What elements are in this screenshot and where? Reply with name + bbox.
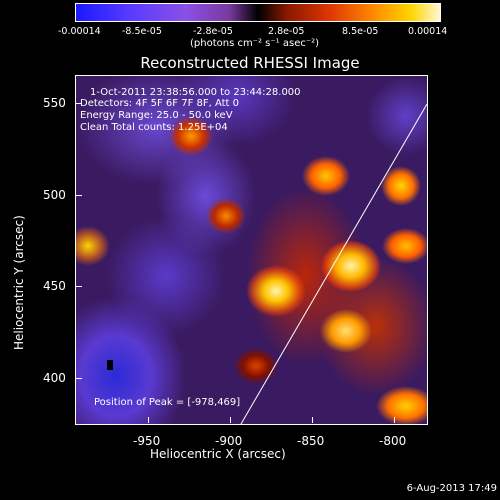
time-range-text: 1-Oct-2011 23:38:56.000 to 23:44:28.000 xyxy=(90,87,301,98)
colorbar-tick: -2.8e-05 xyxy=(193,26,233,37)
x-tick-label: -850 xyxy=(297,434,325,448)
x-axis-label: Heliocentric X (arcsec) xyxy=(150,447,286,461)
colorbar-tick: 8.5e-05 xyxy=(342,26,379,37)
y-tick-mark xyxy=(76,195,82,196)
x-tick-label: -800 xyxy=(379,434,407,448)
peak-position-text: Position of Peak = [-978,469] xyxy=(94,397,241,408)
x-tick-label: -900 xyxy=(215,434,243,448)
y-tick-mark xyxy=(76,103,82,104)
dark-pixel xyxy=(107,360,113,370)
solar-limb-line xyxy=(240,103,427,424)
colorbar-tick: 0.00014 xyxy=(408,26,448,37)
image-title: Reconstructed RHESSI Image xyxy=(140,54,360,72)
y-tick-mark xyxy=(76,286,82,287)
colorbar-units: (photons cm⁻² s⁻¹ asec⁻²) xyxy=(190,38,320,49)
x-tick-mark xyxy=(394,417,395,423)
y-tick-label: 400 xyxy=(43,371,66,385)
x-tick-label: -950 xyxy=(133,434,161,448)
y-tick-label: 450 xyxy=(43,279,66,293)
colorbar-tick: -8.5e-05 xyxy=(122,26,162,37)
y-tick-mark xyxy=(76,378,82,379)
y-tick-label: 550 xyxy=(43,96,66,110)
colorbar-tick: 2.8e-05 xyxy=(268,26,305,37)
energy-range-text: Energy Range: 25.0 - 50.0 keV xyxy=(80,110,233,121)
x-tick-mark xyxy=(312,417,313,423)
y-axis-label: Heliocentric Y (arcsec) xyxy=(12,215,26,350)
x-tick-mark xyxy=(148,417,149,423)
colorbar xyxy=(75,3,441,22)
clean-counts-text: Clean Total counts: 1.25E+04 xyxy=(80,122,228,133)
detectors-text: Detectors: 4F 5F 6F 7F 8F, Att 0 xyxy=(80,98,240,109)
timestamp: 6-Aug-2013 17:49 xyxy=(406,483,497,494)
limb-overlay xyxy=(107,103,427,424)
colorbar-tick: -0.00014 xyxy=(58,26,101,37)
rhessi-image: 1-Oct-2011 23:38:56.000 to 23:44:28.000 … xyxy=(75,75,428,425)
x-tick-mark xyxy=(230,417,231,423)
y-tick-label: 500 xyxy=(43,188,66,202)
